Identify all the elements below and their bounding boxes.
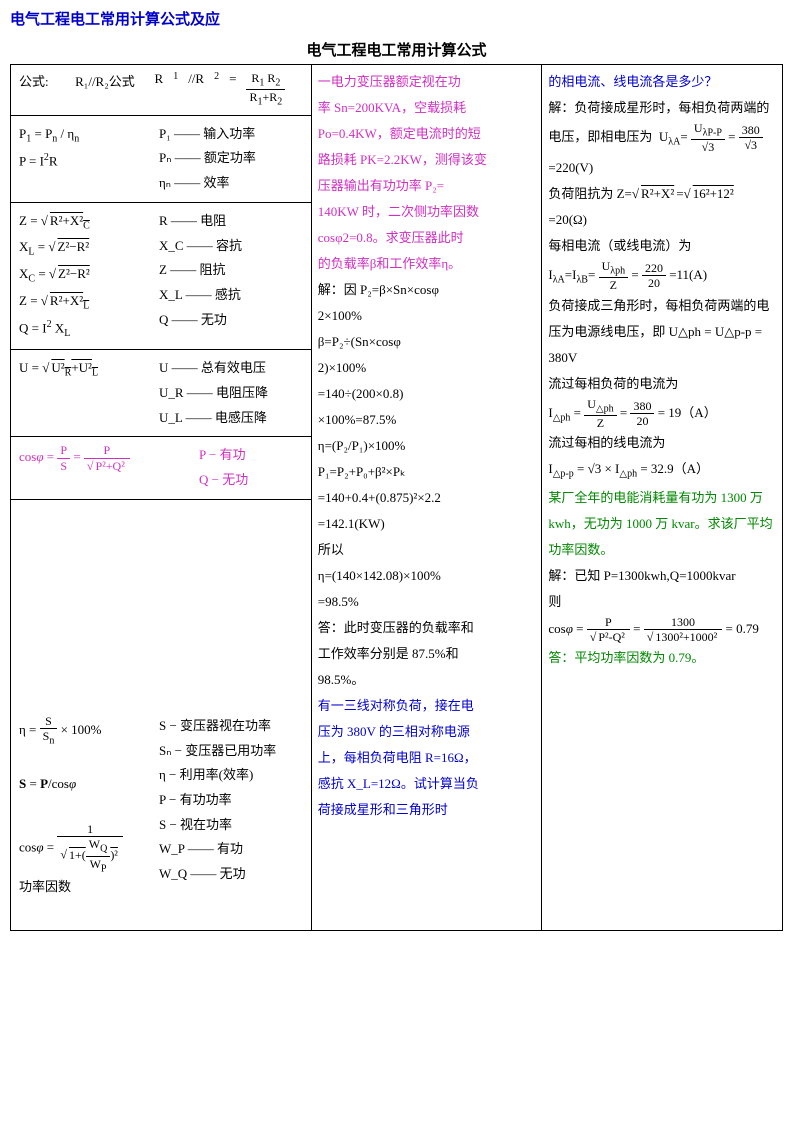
sol1-l12: =98.5% bbox=[318, 594, 359, 609]
formula-row-voltage: U = √U²R+U²L U —— 总有效电压 U_R —— 电阻压降 U_L … bbox=[11, 350, 311, 437]
prob2-l3: 感抗 X_L=12Ω。试计算当负 bbox=[318, 776, 479, 791]
sol2-l2: =220(V) bbox=[548, 160, 593, 175]
sol1-l9: =142.1(KW) bbox=[318, 516, 385, 531]
sol2-l7: 负荷接成三角形时，每相负荷两端的电 bbox=[548, 298, 769, 313]
sol1-l10: 所以 bbox=[318, 542, 344, 557]
leg-s2: S − 视在功率 bbox=[159, 817, 232, 832]
prob1-l7: 的负载率β和工作效率η。 bbox=[318, 256, 461, 271]
legend-z: Z —— 阻抗 bbox=[159, 262, 225, 277]
sol1-l8: =140+0.4+(0.875)²×2.2 bbox=[318, 490, 441, 505]
sol1-l15: 98.5%。 bbox=[318, 672, 365, 687]
formula-row-power: P1 = Pn / ηn P = I2R P₁ —— 输入功率 Pₙ —— 额定… bbox=[11, 116, 311, 203]
prob1-l5: 140KW 时，二次侧功率因数 bbox=[318, 204, 479, 219]
prob1-l6: cosφ2=0.8。求变压器此时 bbox=[318, 230, 464, 245]
sol1-l11: η=(140×142.08)×100% bbox=[318, 568, 441, 583]
sol1-l5: ×100%=87.5% bbox=[318, 412, 397, 427]
sol1-l3: 2)×100% bbox=[318, 360, 367, 375]
sol1-l0: 解：因 P₂=β×Sn×cosφ bbox=[318, 282, 439, 297]
prob1-l2: Po=0.4KW，额定电流时的短 bbox=[318, 126, 481, 141]
leg-wq: W_Q —— 无功 bbox=[159, 866, 246, 881]
legend-ur: U_R —— 电阻压降 bbox=[159, 385, 268, 400]
sol1-l7: P₁=P₂+P₀+β²×Pₖ bbox=[318, 464, 406, 479]
prob3-l1: kwh，无功为 1000 万 kvar。求该厂平均 bbox=[548, 516, 772, 531]
prob3-l0: 某厂全年的电能消耗量有功为 1300 万 bbox=[548, 490, 763, 505]
prob2-l0: 有一三线对称负荷，接在电 bbox=[318, 698, 474, 713]
pf-label: 功率因数 bbox=[19, 879, 71, 894]
prob1-l0: 一电力变压器额定视在功 bbox=[318, 74, 461, 89]
page-title: 电气工程电工常用计算公式及应 bbox=[10, 8, 783, 29]
prob1-l4: 压器输出有功功率 P₂= bbox=[318, 178, 444, 193]
qcont: 的相电流、线电流各是多少？ bbox=[548, 74, 717, 89]
legend-p1: P₁ —— 输入功率 bbox=[159, 126, 255, 141]
sol2-l0: 解：负荷接成星形时，每相负荷两端的 bbox=[548, 100, 769, 115]
sol2-l10: 流过每相负荷的电流为 bbox=[548, 376, 678, 391]
ans3: 答：平均功率因数为 0.79。 bbox=[548, 650, 704, 665]
leg-eta: η − 利用率(效率) bbox=[159, 767, 253, 782]
legend-u: U —— 总有效电压 bbox=[159, 360, 266, 375]
leg-s: S − 变压器视在功率 bbox=[159, 718, 271, 733]
sol1-l14: 工作效率分别是 87.5%和 bbox=[318, 646, 459, 661]
sol1-l1: 2×100% bbox=[318, 308, 362, 323]
sol2-l4: =20(Ω) bbox=[548, 212, 587, 227]
sol2-l8: 压为电源线电压，即 U△ph = U△p-p = bbox=[548, 324, 762, 339]
formula-row-efficiency: η = SSn × 100% S = P/cosφ cosφ = 1√1+(WQ… bbox=[11, 500, 311, 930]
prob2-l2: 上，每相负荷电阻 R=16Ω， bbox=[318, 750, 477, 765]
sol1-l4: =140÷(200×0.8) bbox=[318, 386, 404, 401]
prob3-l2: 功率因数。 bbox=[548, 542, 613, 557]
left-column: 公式: R₁//R₂公式 R1//R2 = R1 R2R1+R2 P1 = Pn… bbox=[11, 65, 312, 931]
legend-xl: X_L —— 感抗 bbox=[159, 287, 241, 302]
sol1-l13: 答：此时变压器的负载率和 bbox=[318, 620, 474, 635]
leg-sn: Sₙ − 变压器已用功率 bbox=[159, 743, 276, 758]
sol1-l6: η=(P₂/P₁)×100% bbox=[318, 438, 406, 453]
prob1-l3: 路损耗 PK=2.2KW，测得该变 bbox=[318, 152, 487, 167]
sol3-l1: 则 bbox=[548, 594, 561, 609]
leg-wp: W_P —— 有功 bbox=[159, 841, 243, 856]
formula-row-parallel: 公式: R₁//R₂公式 R1//R2 = R1 R2R1+R2 bbox=[11, 65, 311, 116]
legend-q: Q —— 无功 bbox=[159, 312, 227, 327]
doc-title: 电气工程电工常用计算公式 bbox=[10, 39, 783, 60]
parallel-label: R₁//R₂公式 bbox=[75, 71, 135, 90]
formula-table: 公式: R₁//R₂公式 R1//R2 = R1 R2R1+R2 P1 = Pn… bbox=[10, 64, 783, 931]
sol2-l9: 380V bbox=[548, 350, 577, 365]
sol2-l12: 流过每相的线电流为 bbox=[548, 435, 665, 450]
formula-row-impedance: Z = √R²+X²C XL = √Z²−R² XC = √Z²−R² Z = … bbox=[11, 203, 311, 350]
prob1-l1: 率 Sn=200KVA，空载损耗 bbox=[318, 100, 466, 115]
prob2-l1: 压为 380V 的三相对称电源 bbox=[318, 724, 470, 739]
legend-pn: Pₙ —— 额定功率 bbox=[159, 150, 256, 165]
formula-row-cosphi: cosφ = PS = P√P²+Q² P − 有功 Q − 无功 bbox=[11, 437, 311, 499]
legend-eta: ηₙ —— 效率 bbox=[159, 175, 229, 190]
sol1-l2: β=P₂÷(Sn×cosφ bbox=[318, 334, 401, 349]
legend-r: R —— 电阻 bbox=[159, 213, 226, 228]
legend-q-reactive: Q − 无功 bbox=[199, 472, 248, 487]
leg-p: P − 有功功率 bbox=[159, 792, 232, 807]
right-column: 的相电流、线电流各是多少？ 解：负荷接成星形时，每相负荷两端的 电压，即相电压为… bbox=[542, 65, 783, 931]
middle-column: 一电力变压器额定视在功 率 Sn=200KVA，空载损耗 Po=0.4KW，额定… bbox=[311, 65, 542, 931]
label: 公式: bbox=[19, 71, 49, 90]
legend-p-active: P − 有功 bbox=[199, 447, 246, 462]
legend-ul: U_L —— 电感压降 bbox=[159, 410, 267, 425]
sol3-l0: 解：已知 P=1300kwh,Q=1000kvar bbox=[548, 568, 735, 583]
sol2-l5: 每相电流（或线电流）为 bbox=[548, 238, 691, 253]
prob2-l4: 荷接成星形和三角形时 bbox=[318, 802, 448, 817]
legend-xc: X_C —— 容抗 bbox=[159, 238, 242, 253]
